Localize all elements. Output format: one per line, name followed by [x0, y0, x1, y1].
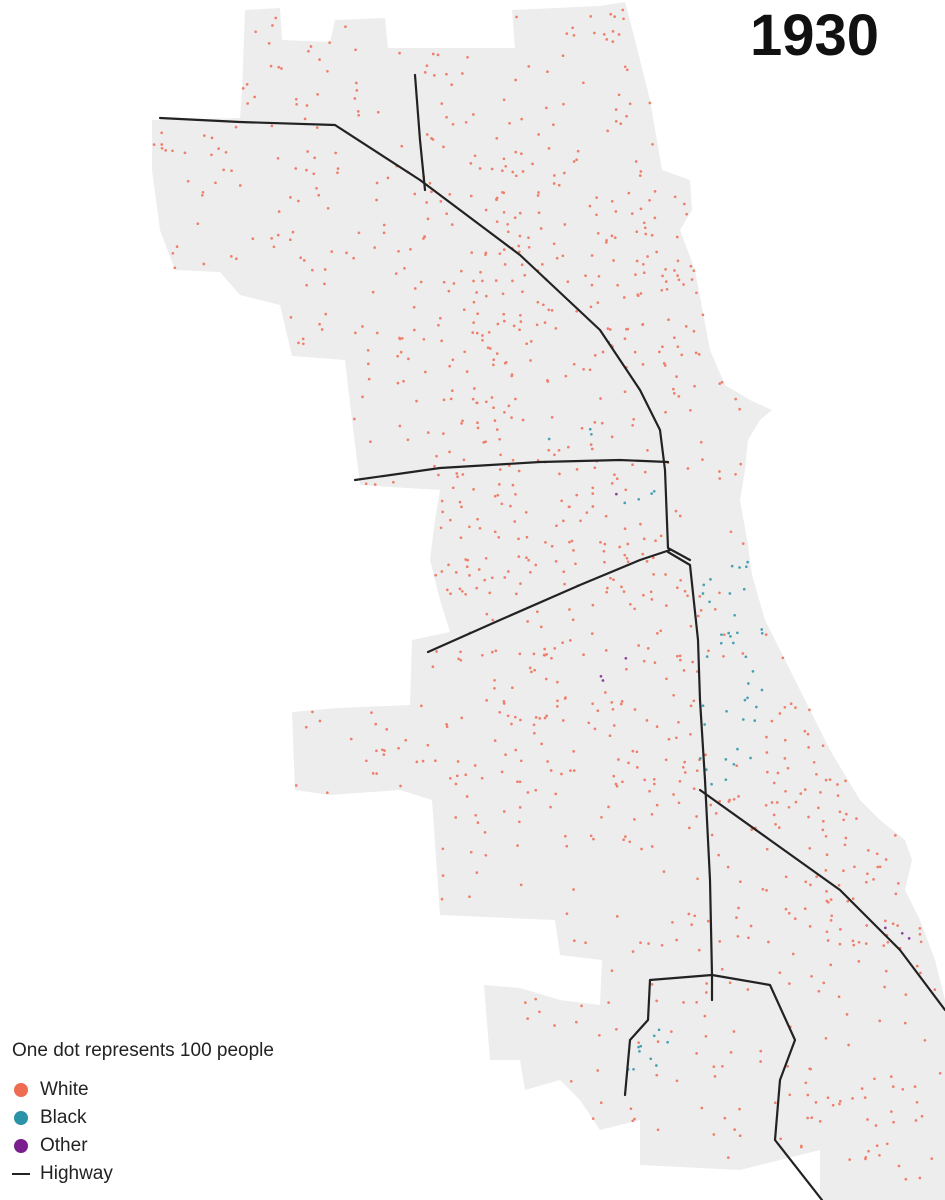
legend-label-black: Black	[40, 1107, 87, 1128]
map-legend: One dot represents 100 people White Blac…	[12, 1040, 274, 1188]
highway-stevenson	[426, 548, 672, 654]
legend-label-other: Other	[40, 1135, 88, 1156]
legend-item-black: Black	[12, 1104, 274, 1132]
legend-caption: One dot represents 100 people	[12, 1040, 274, 1061]
legend-label-highway: Highway	[40, 1163, 113, 1184]
highway-edens	[413, 73, 427, 192]
white-dot-icon	[14, 1083, 28, 1097]
legend-item-white: White	[12, 1076, 274, 1104]
other-dot-icon	[14, 1139, 28, 1153]
highway-northwest	[158, 116, 692, 562]
highway-skyway	[698, 788, 945, 1012]
city-land-area	[152, 2, 945, 1200]
black-dot-icon	[14, 1111, 28, 1125]
highway-dan-ryan	[666, 550, 714, 977]
legend-label-white: White	[40, 1079, 89, 1100]
legend-item-highway: Highway	[12, 1160, 274, 1188]
highway-line-icon	[12, 1173, 30, 1175]
year-title: 1930	[749, 3, 879, 68]
legend-item-other: Other	[12, 1132, 274, 1160]
highway-eisenhower	[353, 458, 670, 482]
highway-south-loop	[623, 973, 824, 1200]
highways	[158, 73, 945, 1200]
city-boundary	[152, 2, 945, 1200]
